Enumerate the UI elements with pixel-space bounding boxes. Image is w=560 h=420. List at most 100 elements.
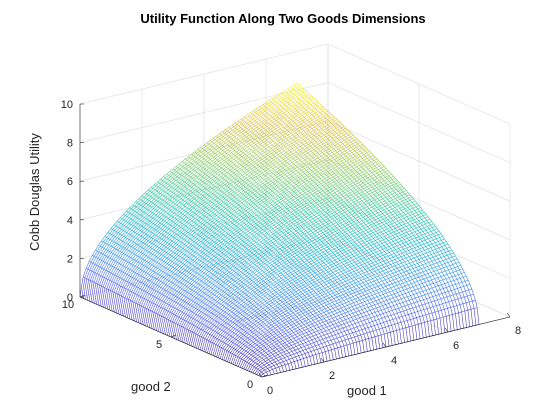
mesh-segment [423, 291, 425, 295]
mesh-segment [370, 270, 372, 272]
mesh-segment [356, 274, 358, 276]
mesh-segment [236, 254, 238, 256]
mesh-segment [219, 143, 221, 144]
mesh-segment [262, 141, 264, 143]
mesh-segment [331, 300, 333, 302]
mesh-segment [291, 101, 293, 103]
mesh-segment [362, 286, 364, 288]
mesh-segment [347, 181, 349, 183]
mesh-segment [358, 178, 360, 180]
mesh-segment [305, 220, 307, 222]
mesh-segment [292, 102, 294, 104]
mesh-segment [342, 321, 344, 324]
mesh-segment [326, 203, 328, 205]
mesh-segment [375, 205, 377, 207]
mesh-segment [354, 154, 356, 156]
mesh-segment [370, 185, 372, 187]
mesh-segment [230, 198, 232, 199]
mesh-segment [269, 142, 271, 144]
mesh-segment [249, 250, 251, 252]
mesh-segment [406, 328, 408, 342]
mesh-segment [452, 257, 454, 260]
mesh-segment [228, 196, 230, 198]
mesh-segment [230, 217, 232, 218]
mesh-segment [370, 205, 372, 207]
mesh-segment [334, 187, 336, 189]
mesh-segment [347, 214, 349, 216]
mesh-segment [230, 170, 232, 171]
mesh-segment [244, 196, 246, 198]
mesh-segment [333, 177, 335, 179]
mesh-segment [338, 294, 340, 296]
mesh-segment [369, 243, 371, 245]
mesh-segment [261, 261, 263, 263]
mesh-segment [344, 230, 346, 232]
mesh-segment [353, 211, 355, 213]
mesh-segment [318, 139, 320, 141]
mesh-segment [270, 217, 272, 219]
mesh-segment [296, 198, 298, 200]
mesh-segment [216, 159, 218, 161]
mesh-segment [413, 280, 415, 283]
mesh-segment [339, 250, 341, 252]
mesh-segment [211, 159, 213, 160]
mesh-segment [270, 106, 272, 108]
mesh-segment [372, 207, 374, 209]
mesh-segment [394, 182, 396, 184]
mesh-segment [410, 231, 412, 233]
mesh-segment [257, 266, 259, 268]
mesh-segment [356, 342, 358, 354]
mesh-segment [341, 302, 343, 304]
mesh-segment [289, 211, 291, 213]
mesh-segment [332, 242, 334, 244]
mesh-segment [350, 282, 352, 284]
mesh-segment [345, 212, 347, 214]
mesh-segment [224, 180, 226, 182]
mesh-segment [228, 177, 230, 179]
mesh-segment [183, 200, 185, 201]
mesh-segment [254, 273, 256, 275]
mesh-segment [296, 259, 298, 261]
mesh-segment [272, 251, 274, 253]
mesh-segment [430, 284, 432, 288]
mesh-segment [385, 297, 387, 300]
mesh-segment [360, 199, 362, 201]
mesh-segment [226, 129, 228, 131]
mesh-segment [205, 155, 207, 156]
mesh-segment [345, 276, 347, 278]
mesh-segment [294, 150, 296, 152]
mesh-segment [371, 196, 373, 198]
mesh-segment [367, 251, 369, 253]
mesh-segment [364, 258, 366, 260]
mesh-segment [366, 190, 368, 192]
mesh-segment [280, 137, 282, 139]
mesh-segment [242, 184, 244, 186]
mesh-segment [393, 291, 395, 294]
mesh-segment [264, 194, 266, 196]
mesh-segment [416, 222, 418, 224]
mesh-segment [308, 158, 310, 160]
mesh-segment [338, 210, 340, 212]
mesh-segment [449, 258, 451, 261]
mesh-segment [338, 219, 340, 221]
mesh-segment [362, 158, 364, 160]
mesh-segment [373, 155, 375, 157]
mesh-segment [458, 299, 460, 305]
mesh-segment [274, 174, 276, 176]
mesh-segment [433, 234, 435, 237]
mesh-segment [187, 174, 189, 175]
mesh-segment [291, 264, 293, 266]
mesh-segment [455, 300, 457, 306]
mesh-segment [225, 236, 227, 237]
mesh-segment [215, 214, 217, 215]
mesh-segment [357, 319, 359, 322]
mesh-segment [468, 310, 470, 327]
mesh-segment [365, 291, 367, 294]
mesh-segment [274, 165, 276, 167]
mesh-segment [429, 262, 431, 265]
mesh-segment [227, 224, 229, 225]
mesh-segment [259, 194, 261, 196]
mesh-segment [273, 109, 275, 111]
mesh-segment [344, 126, 346, 128]
mesh-segment [251, 210, 253, 212]
